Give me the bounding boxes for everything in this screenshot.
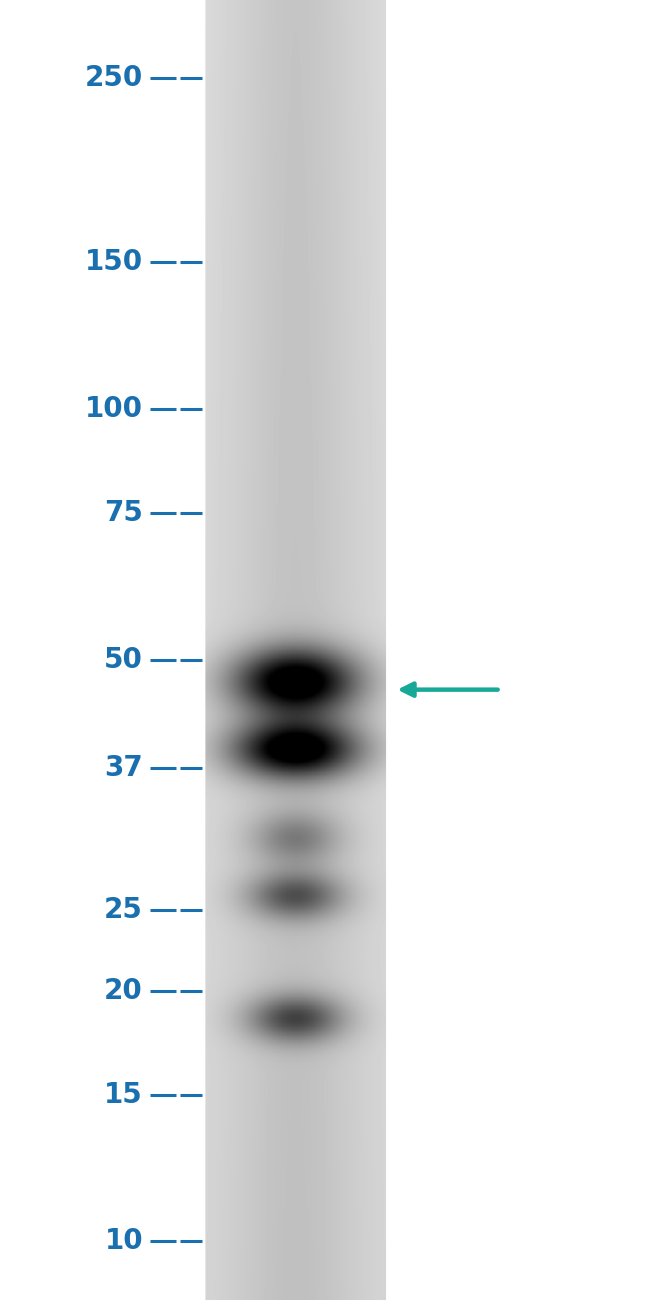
Text: 20: 20: [104, 976, 143, 1005]
Text: 150: 150: [85, 248, 143, 277]
Text: 75: 75: [104, 499, 143, 526]
Text: 10: 10: [105, 1227, 143, 1256]
Text: 37: 37: [104, 754, 143, 783]
Text: 50: 50: [104, 646, 143, 673]
Text: 15: 15: [104, 1080, 143, 1109]
Text: 250: 250: [84, 64, 143, 92]
Text: 25: 25: [104, 896, 143, 924]
Text: 100: 100: [85, 395, 143, 422]
